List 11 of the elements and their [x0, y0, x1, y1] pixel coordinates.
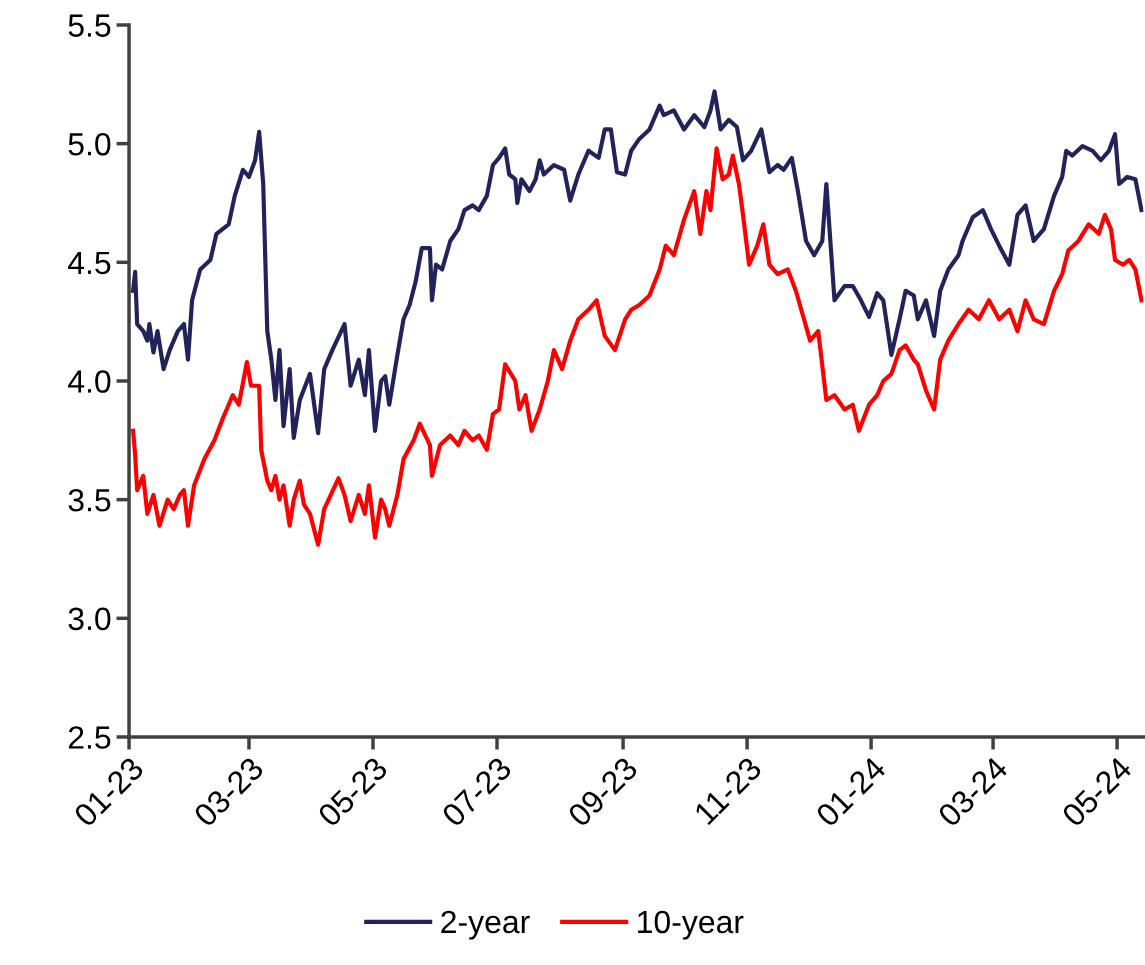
y-tick-label: 4.0 — [68, 370, 111, 393]
legend-label: 2-year — [441, 910, 530, 940]
y-tick-label: 3.5 — [68, 488, 111, 512]
legend-label: 10-year — [638, 910, 744, 940]
y-tick-label: 5.0 — [68, 132, 111, 156]
line-series — [131, 89, 1144, 441]
y-tick-label: 5.5 — [68, 14, 111, 37]
y-tick-label: 2.5 — [68, 726, 111, 749]
y-tick-label: 3.0 — [68, 607, 111, 631]
y-tick-label: 4.5 — [68, 251, 111, 275]
line-series — [131, 146, 1144, 547]
